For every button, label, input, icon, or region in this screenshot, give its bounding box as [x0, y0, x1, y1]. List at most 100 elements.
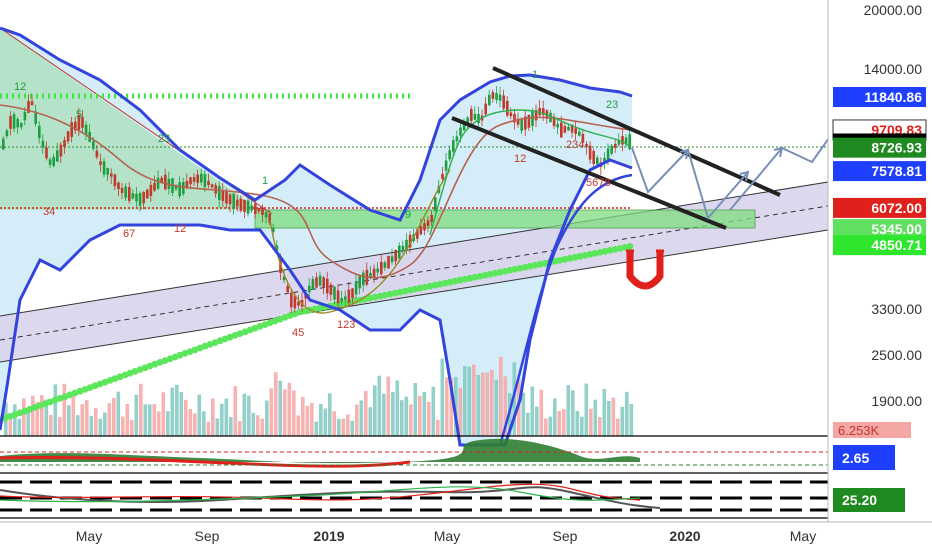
volume-bar	[107, 403, 112, 436]
candle-body	[113, 174, 117, 187]
td-count-label: 9	[405, 209, 411, 221]
volume-bar	[80, 404, 85, 436]
volume-bar	[458, 387, 463, 436]
candle-body	[102, 161, 106, 175]
volume-bar	[373, 385, 377, 436]
volume-label-text: 6.253K	[838, 423, 880, 438]
volume-bar	[175, 384, 179, 436]
volume-bar	[143, 404, 148, 436]
volume-bar	[490, 369, 494, 436]
volume-bar	[125, 403, 130, 436]
candle-body	[9, 116, 12, 129]
candle-body	[131, 193, 135, 199]
candle-body	[603, 157, 606, 163]
candle-body	[383, 262, 387, 268]
oscillator-1-area	[0, 438, 640, 464]
volume-bar	[274, 372, 278, 436]
volume-bar	[8, 417, 13, 436]
volume-bar	[440, 358, 445, 436]
volume-bar	[22, 398, 26, 436]
candle-body	[160, 177, 163, 183]
volume-bar	[13, 404, 17, 436]
candle-body	[164, 174, 167, 190]
volume-bar	[337, 418, 341, 436]
candle-body	[45, 147, 48, 159]
candle-body	[178, 182, 181, 197]
candle-body	[106, 168, 109, 175]
candle-body	[264, 212, 268, 218]
volume-bar	[598, 417, 602, 436]
volume-bar	[251, 412, 256, 436]
volume-bar	[184, 399, 188, 436]
candle-body	[207, 181, 210, 185]
candle-body	[52, 156, 55, 166]
volume-bar	[233, 386, 238, 436]
volume-bar	[593, 399, 598, 436]
candle-body	[585, 143, 588, 147]
candle-body	[455, 136, 459, 142]
volume-bar	[422, 391, 427, 436]
candle-body	[128, 187, 131, 201]
volume-bar	[503, 376, 508, 436]
volume-bar	[418, 395, 422, 436]
volume-bar	[620, 406, 625, 436]
td-count-label: 1	[262, 175, 268, 187]
candle-body	[156, 177, 160, 189]
volume-bar	[17, 418, 22, 436]
x-tick-label: May	[76, 528, 102, 544]
candle-body	[524, 116, 527, 130]
volume-bar	[35, 402, 40, 436]
td-count-label: 5678	[586, 177, 610, 189]
candle-body	[221, 190, 225, 202]
candle-body	[405, 239, 408, 250]
candle-body	[268, 214, 271, 223]
y-tick-label: 14000.00	[864, 61, 923, 77]
volume-bar	[283, 389, 287, 436]
volume-bar	[602, 388, 607, 436]
volume-bar	[472, 364, 476, 436]
y-tick-label: 20000.00	[864, 2, 923, 18]
bollinger-upper-band	[0, 26, 633, 222]
volume-bar	[400, 400, 404, 436]
volume-bar	[476, 374, 481, 436]
volume-bar	[292, 390, 296, 436]
candle-body	[527, 114, 531, 128]
candle-body	[491, 92, 495, 99]
falling-channel-upper	[492, 66, 781, 197]
volume-bar	[364, 390, 368, 436]
candle-body	[326, 278, 329, 294]
volume-bar	[575, 410, 580, 436]
candle-body	[477, 114, 480, 124]
candle-body	[315, 277, 318, 288]
volume-bar	[427, 401, 431, 436]
volume-bar	[94, 407, 98, 436]
candle-body	[243, 199, 246, 213]
price-label-box	[833, 161, 926, 182]
candle-body	[308, 285, 311, 293]
projection-arrowhead	[739, 170, 750, 182]
volume-bar	[539, 389, 544, 436]
volume-bar	[310, 402, 314, 436]
candle-body	[95, 150, 99, 158]
volume-bar	[202, 411, 206, 436]
ema-olive-line	[269, 169, 451, 314]
candle-body	[419, 226, 423, 235]
x-tick-label: Sep	[195, 528, 220, 544]
td-count-label: 23	[606, 99, 618, 111]
volume-bar	[287, 382, 292, 436]
candle-body	[362, 272, 365, 286]
candle-body	[617, 140, 621, 145]
volume-bar	[103, 412, 107, 436]
bollinger-band-fill	[0, 28, 632, 445]
candle-body	[394, 249, 397, 262]
time-axis-background	[0, 522, 932, 550]
price-label-text: 7578.81	[871, 163, 922, 179]
candle-body	[236, 199, 239, 207]
oscillator-1-label-text: 2.65	[842, 450, 869, 466]
projection-arrowhead	[679, 148, 690, 160]
volume-bar	[625, 391, 629, 436]
candle-body	[498, 94, 502, 101]
candle-body	[232, 193, 235, 209]
